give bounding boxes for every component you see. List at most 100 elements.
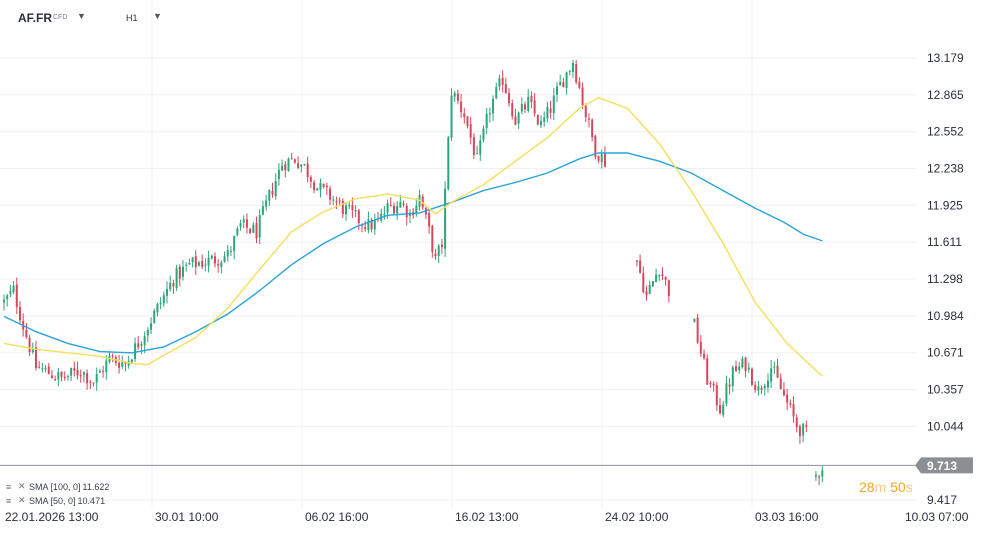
candle-body — [172, 283, 175, 287]
candle — [472, 133, 475, 159]
candle — [41, 362, 44, 373]
y-tick-label: 11.298 — [927, 272, 963, 286]
timeframe-dropdown-chevron-icon[interactable]: ▼ — [153, 11, 162, 21]
candle-body — [440, 244, 443, 248]
candle-body — [712, 383, 715, 386]
candle — [169, 275, 172, 292]
indicator-settings-icon[interactable]: ≡ — [6, 481, 12, 492]
candle — [332, 195, 335, 206]
candle-body — [492, 98, 495, 114]
candle-body — [274, 180, 277, 197]
candle-body — [34, 347, 37, 368]
indicator-legend-sma50[interactable]: ≡ ✕ SMA [50, 0] 10.471 — [6, 495, 105, 506]
candle — [591, 118, 594, 142]
candles — [3, 59, 824, 486]
candle-body — [134, 343, 137, 359]
candle — [498, 74, 501, 91]
candle — [329, 185, 332, 206]
candle — [194, 250, 197, 275]
candle — [479, 134, 482, 161]
candle-body — [802, 423, 805, 436]
candle — [482, 125, 485, 143]
candle-body — [194, 256, 197, 267]
candle — [137, 335, 140, 350]
symbol-name[interactable]: AF.FR — [18, 11, 52, 25]
candle — [664, 276, 667, 286]
candle — [738, 361, 741, 374]
candle — [134, 337, 137, 362]
candle-body — [524, 104, 527, 110]
candle — [217, 258, 220, 273]
candle-body — [300, 164, 303, 167]
candle-body — [313, 182, 316, 191]
candle — [98, 368, 101, 373]
y-tick-label: 12.865 — [927, 88, 964, 102]
candle-body — [249, 228, 252, 233]
candle — [303, 164, 306, 167]
candle — [297, 156, 300, 169]
candle-body — [754, 384, 757, 390]
candle — [587, 113, 590, 128]
candle — [645, 285, 648, 301]
candle — [485, 108, 488, 134]
candle-body — [306, 163, 309, 178]
candle-body — [373, 219, 376, 230]
candle-body — [143, 336, 146, 346]
candle-body — [162, 295, 165, 304]
candle — [89, 379, 92, 390]
candle-body — [603, 153, 606, 167]
candle-body — [197, 262, 200, 266]
remove-indicator-icon[interactable]: ✕ — [18, 495, 26, 505]
candle-body — [303, 164, 306, 166]
timeframe-label[interactable]: H1 — [126, 13, 138, 23]
candle-body — [229, 250, 232, 252]
y-axis: 13.179 12.865 12.552 12.238 11.925 11.611 11.2… — [927, 51, 964, 507]
indicator-settings-icon[interactable]: ≡ — [6, 495, 12, 506]
candle — [642, 266, 645, 294]
candle-body — [555, 86, 558, 95]
candle — [313, 179, 316, 194]
countdown-m-suffix: m — [875, 479, 887, 495]
candle-body — [415, 205, 418, 215]
candle-body — [747, 367, 750, 370]
candle — [536, 114, 539, 126]
candle — [153, 308, 156, 324]
candle — [492, 95, 495, 121]
candle-body — [111, 355, 114, 357]
candle-body — [655, 274, 658, 283]
candle — [501, 70, 504, 93]
candle-body — [447, 137, 450, 190]
candle-body — [552, 95, 555, 114]
candle-body — [719, 404, 722, 414]
candle-body — [709, 383, 712, 385]
candle-body — [28, 338, 31, 352]
candle-body — [236, 228, 239, 235]
symbol-dropdown-chevron-icon[interactable]: ▼ — [77, 11, 86, 21]
candle-body — [482, 128, 485, 140]
candle — [15, 277, 18, 315]
candle — [271, 182, 274, 198]
candle — [25, 322, 28, 339]
remove-indicator-icon[interactable]: ✕ — [18, 481, 26, 491]
candle-body — [645, 291, 648, 296]
candle — [779, 373, 782, 390]
candle-body — [776, 365, 779, 378]
candle-body — [130, 359, 133, 363]
candle-body — [779, 378, 782, 389]
indicator-params: [50, 0] — [50, 495, 76, 506]
candle-body — [696, 317, 699, 343]
candle — [559, 74, 562, 86]
candle — [571, 59, 574, 78]
candle — [719, 397, 722, 415]
y-tick-label: 10.671 — [927, 346, 964, 360]
candle-body — [738, 366, 741, 371]
candle — [102, 365, 105, 378]
candle-body — [319, 182, 322, 190]
candle — [6, 293, 9, 307]
candle — [252, 222, 255, 233]
indicator-legend-sma100[interactable]: ≡ ✕ SMA [100, 0] 11.622 — [6, 481, 109, 492]
candle — [750, 367, 753, 387]
candle — [3, 294, 5, 311]
